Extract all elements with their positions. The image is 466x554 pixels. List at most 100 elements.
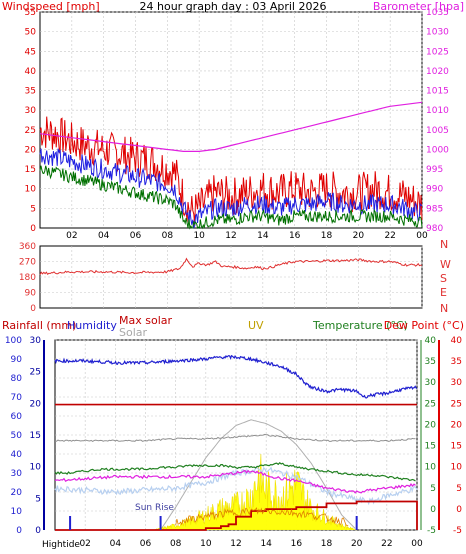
direction-y-tick-label: 180: [19, 273, 36, 283]
bottom-x-tick-label: 06: [140, 539, 152, 549]
wind-x-tick-label: 02: [66, 231, 77, 241]
humidity-y-tick-label: 80: [11, 374, 23, 384]
baro-y-tick-label: 1030: [426, 28, 449, 38]
wind-x-tick-label: 18: [321, 231, 333, 241]
humidity-y-tick-label: 50: [11, 431, 23, 441]
series-daylight: [160, 419, 356, 531]
barometer-label: Barometer [hpa]: [373, 0, 464, 13]
wind-y-tick-label: 5: [30, 204, 36, 214]
wind-y-tick-label: 15: [25, 165, 36, 175]
direction-y-tick-label: 360: [19, 242, 36, 252]
temperature-label: Temperature (°C): [312, 319, 408, 332]
series-solar: [55, 433, 416, 442]
wind-y-tick-label: 40: [25, 67, 37, 77]
compass-letter: N: [440, 302, 448, 315]
baro-y-tick-label: 1005: [426, 126, 449, 136]
bottom-x-tick-label: 04: [110, 539, 122, 549]
temp-y-tick-label: 30: [425, 378, 437, 388]
wind-y-tick-label: 45: [25, 47, 36, 57]
wind-x-tick-label: 00: [416, 231, 428, 241]
series-humidity: [54, 354, 418, 399]
series-wind_avg: [39, 148, 423, 229]
wind-x-tick-label: 04: [98, 231, 110, 241]
wind-x-tick-label: 20: [353, 231, 365, 241]
bottom-x-tick-label: 16: [291, 539, 303, 549]
dew-y-ticks: -5 0 5 10 15 20 25 30 35 40: [438, 336, 463, 536]
baro-y-tick-label: 1025: [426, 47, 449, 57]
direction-y-ticks: 0 90 180 270 360: [19, 242, 36, 314]
dew-y-tick-label: 20: [451, 420, 463, 430]
humidity-y-tick-label: 20: [11, 488, 23, 498]
dew-y-tick-label: 5: [456, 484, 462, 494]
temp-y-tick-label: 25: [425, 399, 436, 409]
direction-y-tick-label: 90: [25, 289, 37, 299]
rain-y-tick-label: 20: [30, 399, 42, 409]
temp-y-tick-label: 40: [425, 336, 437, 346]
series-wind_min: [39, 165, 423, 230]
humidity-label: Humidity: [67, 319, 117, 332]
maxsolar-label: Max solar: [119, 314, 172, 327]
uv-label: UV: [248, 319, 264, 332]
bottom-x-tick-label: 02: [79, 539, 90, 549]
temp-y-tick-label: 0: [430, 505, 436, 515]
wind-y-tick-label: 10: [25, 185, 37, 195]
wind-y-ticks: 0 5 10 15 20 25 30 35 40 45 50 55: [25, 8, 37, 234]
humidity-y-tick-label: 60: [11, 412, 23, 422]
series-wind_direction: [39, 257, 423, 276]
series-light-blue: [54, 466, 418, 506]
bottom-x-tick-label: 18: [321, 539, 333, 549]
rain-y-tick-label: 15: [30, 431, 41, 441]
rain-y-ticks: 0 5 10 15 20 25 30: [30, 336, 45, 536]
baro-y-tick-label: 995: [426, 165, 443, 175]
wind-x-tick-label: 14: [257, 231, 269, 241]
rain-y-tick-label: 25: [30, 368, 41, 378]
dew-y-tick-label: 40: [451, 336, 463, 346]
wind-x-ticks: 02 04 06 08 10 12 14 16 18 20 22 00: [66, 231, 428, 241]
humidity-y-tick-label: 0: [16, 526, 22, 536]
graph-title: 24 hour graph day : 03 April 2026: [140, 0, 327, 13]
wind-y-tick-label: 35: [25, 87, 36, 97]
compass-letter: N: [440, 238, 448, 251]
temp-y-tick-label: 15: [425, 442, 436, 452]
temp-y-ticks: -5 0 5 10 15 20 25 30 35 40: [420, 336, 437, 536]
baro-y-tick-label: 985: [426, 204, 443, 214]
bottom-x-tick-label: 00: [411, 539, 423, 549]
bottom-x-ticks: 02 04 06 08 10 12 14 16 18 20 22 00: [79, 539, 423, 549]
bottom-x-tick-label: 20: [351, 539, 363, 549]
compass-letter: E: [440, 286, 447, 299]
dew-y-tick-label: 35: [451, 357, 462, 367]
wind-y-tick-label: 25: [25, 126, 36, 136]
wind-x-tick-label: 16: [289, 231, 301, 241]
humidity-y-tick-label: 90: [11, 355, 23, 365]
bottom-x-tick-label: 08: [170, 539, 182, 549]
dew-y-tick-label: 30: [451, 378, 463, 388]
bottom-x-tick-label: 14: [260, 539, 272, 549]
baro-y-tick-label: 1035: [426, 8, 449, 18]
rain-y-tick-label: 5: [35, 494, 41, 504]
temp-y-tick-label: 20: [425, 420, 437, 430]
baro-y-tick-label: 1010: [426, 106, 449, 116]
baro-y-tick-label: 1020: [426, 67, 449, 77]
wind-x-tick-label: 12: [225, 231, 236, 241]
humidity-y-tick-label: 70: [11, 393, 23, 403]
baro-y-tick-label: 1000: [426, 145, 449, 155]
wind-x-tick-label: 22: [384, 231, 395, 241]
direction-series: [39, 257, 423, 276]
direction-y-tick-label: 270: [19, 258, 36, 268]
rain-y-tick-label: 0: [35, 526, 41, 536]
wind-grid: [40, 11, 423, 228]
humidity-y-tick-label: 100: [5, 336, 22, 346]
wind-y-tick-label: 30: [25, 106, 37, 116]
dew-y-tick-label: 15: [451, 442, 462, 452]
humidity-y-tick-label: 10: [11, 507, 23, 517]
bottom-x-tick-label: 12: [230, 539, 241, 549]
hightide-label: Hightide: [42, 540, 80, 550]
wind-x-tick-label: 10: [193, 231, 205, 241]
temp-y-tick-label: 5: [430, 484, 436, 494]
baro-y-tick-label: 990: [426, 185, 443, 195]
bottom-x-tick-label: 22: [381, 539, 392, 549]
wind-y-tick-label: 0: [30, 224, 36, 234]
humidity-y-tick-label: 30: [11, 469, 23, 479]
